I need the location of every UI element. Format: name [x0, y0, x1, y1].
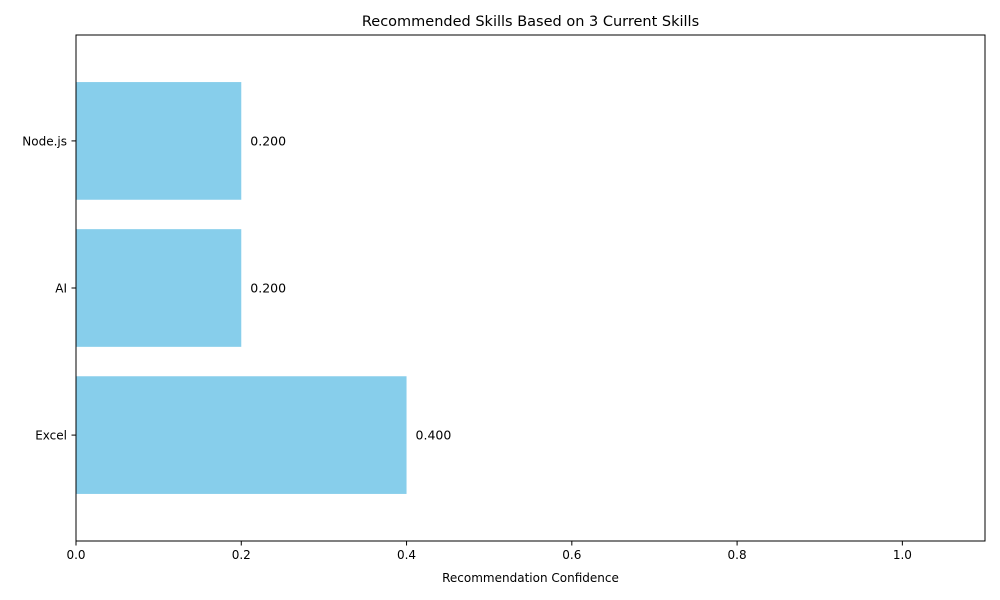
- chart-title: Recommended Skills Based on 3 Current Sk…: [362, 14, 699, 30]
- bar-excel: [76, 376, 407, 494]
- bar-ai: [76, 229, 242, 347]
- y-tick-label: Excel: [35, 429, 67, 443]
- x-ticks: 0.0 0.2 0.4 0.6 0.8 1.0: [66, 541, 912, 562]
- value-label: 0.400: [416, 428, 452, 443]
- x-tick-label: 0.2: [232, 548, 251, 562]
- bars: [76, 82, 407, 494]
- x-tick-label: 0.0: [66, 548, 85, 562]
- y-tick-label: AI: [55, 282, 67, 296]
- value-label: 0.200: [250, 281, 286, 296]
- x-tick-label: 0.4: [397, 548, 416, 562]
- x-tick-label: 0.6: [562, 548, 581, 562]
- x-axis-label: Recommendation Confidence: [442, 571, 619, 585]
- bar-node-js: [76, 82, 242, 200]
- y-tick-label: Node.js: [22, 134, 67, 148]
- value-label: 0.200: [250, 133, 286, 148]
- y-ticks: Excel AI Node.js: [22, 134, 76, 443]
- value-labels: 0.400 0.200 0.200: [250, 133, 451, 442]
- x-tick-label: 1.0: [893, 548, 912, 562]
- x-tick-label: 0.8: [728, 548, 747, 562]
